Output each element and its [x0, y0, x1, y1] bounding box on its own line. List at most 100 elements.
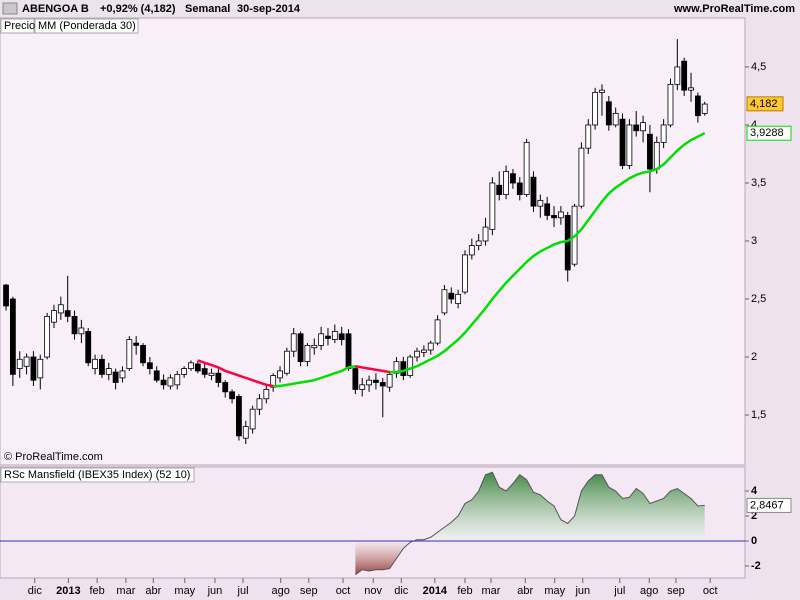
x-tick-label: dic: [394, 585, 409, 597]
ma-line: [273, 365, 356, 388]
candle-body: [482, 226, 489, 242]
copyright: © ProRealTime.com: [4, 451, 103, 463]
candle-body: [516, 182, 523, 195]
candle-body: [153, 370, 160, 381]
candle-body: [605, 101, 612, 126]
candle-body: [297, 333, 304, 363]
candle-body: [674, 66, 681, 85]
legend-box: [0, 467, 195, 483]
candle-body: [256, 398, 263, 410]
symbol: ABENGOA B: [22, 3, 89, 15]
candle-body: [16, 358, 23, 369]
y-tick-label: 3: [751, 235, 757, 247]
period: Semanal: [185, 3, 230, 15]
candle-body: [188, 362, 194, 369]
candle-body: [3, 284, 9, 307]
candle-body: [626, 124, 633, 166]
x-tick-label: jul: [613, 585, 625, 597]
candle-body: [400, 361, 407, 376]
candle-body: [208, 372, 215, 376]
candle-body: [318, 333, 325, 346]
ma-line: [197, 359, 274, 388]
candle-body: [194, 363, 201, 372]
candle-body: [647, 133, 653, 170]
x-tick-label: mar: [482, 585, 501, 597]
candle-body: [564, 215, 571, 271]
icon: [2, 2, 18, 15]
candle-body: [420, 349, 427, 353]
candle-body: [414, 350, 420, 358]
candle-body: [146, 362, 153, 369]
candle-body: [201, 368, 208, 375]
x-tick-label: jun: [207, 585, 223, 597]
candle-body: [345, 333, 352, 369]
candle-body: [544, 203, 551, 216]
candle-body: [434, 319, 441, 344]
candle-body: [57, 304, 64, 314]
candle-body: [263, 389, 270, 400]
x-tick-label: may: [544, 585, 565, 597]
rsc-marker: [746, 497, 792, 513]
candle-body: [359, 384, 366, 390]
candle-body: [23, 356, 30, 367]
candle-body: [448, 292, 455, 300]
candle-body: [455, 293, 462, 305]
candle-body: [619, 118, 626, 166]
x-tick-label: feb: [89, 585, 104, 597]
candle-body: [229, 391, 235, 400]
x-tick-label: abr: [145, 585, 161, 597]
price-marker: [746, 96, 784, 112]
candle-body: [612, 112, 619, 126]
candle-body: [366, 379, 372, 386]
candle-body: [599, 89, 605, 93]
candle-body: [557, 211, 564, 219]
x-tick-label: 2014: [423, 585, 448, 597]
candle-body: [44, 315, 51, 358]
candle-body: [537, 199, 544, 207]
ma-line: [355, 365, 390, 374]
candle-body: [592, 92, 599, 126]
y-tick-label: 2,5: [751, 293, 766, 305]
candle-body: [304, 344, 311, 363]
candle-body: [503, 170, 509, 195]
candle-body: [290, 333, 297, 352]
header-bar: [0, 0, 800, 17]
candle-body: [530, 176, 537, 207]
candle-body: [427, 342, 434, 351]
candle-body: [510, 173, 516, 184]
candle-body: [462, 254, 468, 293]
candle-body: [215, 372, 222, 383]
candle-body: [489, 182, 496, 230]
x-tick-label: feb: [457, 585, 472, 597]
candle-body: [311, 344, 318, 349]
candle-body: [585, 124, 592, 149]
candle-body: [64, 310, 71, 317]
candle-body: [386, 373, 393, 388]
y-tick-label: 2: [751, 510, 757, 522]
lower-title: RSc Mansfield (IBEX35 Index) (52 10): [4, 469, 190, 481]
candle-body: [140, 344, 146, 364]
x-tick-label: may: [174, 585, 195, 597]
x-tick-label: sep: [667, 585, 685, 597]
y-tick-label: -2: [751, 560, 761, 572]
candle-body: [578, 147, 585, 207]
main-panel: [0, 17, 746, 466]
candle-body: [99, 358, 105, 375]
candle-body: [496, 184, 503, 195]
candle-body: [468, 245, 475, 256]
candle-body: [160, 379, 167, 386]
candle-body: [523, 141, 530, 195]
candle-body: [51, 310, 57, 323]
site: www.ProRealTime.com: [673, 3, 795, 15]
candle-body: [167, 377, 174, 387]
candle-body: [660, 124, 667, 143]
price-marker-label: 4,182: [750, 98, 778, 110]
candle-body: [551, 215, 557, 219]
y-tick-label: 4: [751, 119, 757, 131]
candle-body: [331, 331, 338, 340]
candle-body: [78, 327, 85, 335]
x-tick-label: ago: [272, 585, 290, 597]
candle-body: [653, 141, 660, 170]
candle-body: [379, 382, 386, 387]
